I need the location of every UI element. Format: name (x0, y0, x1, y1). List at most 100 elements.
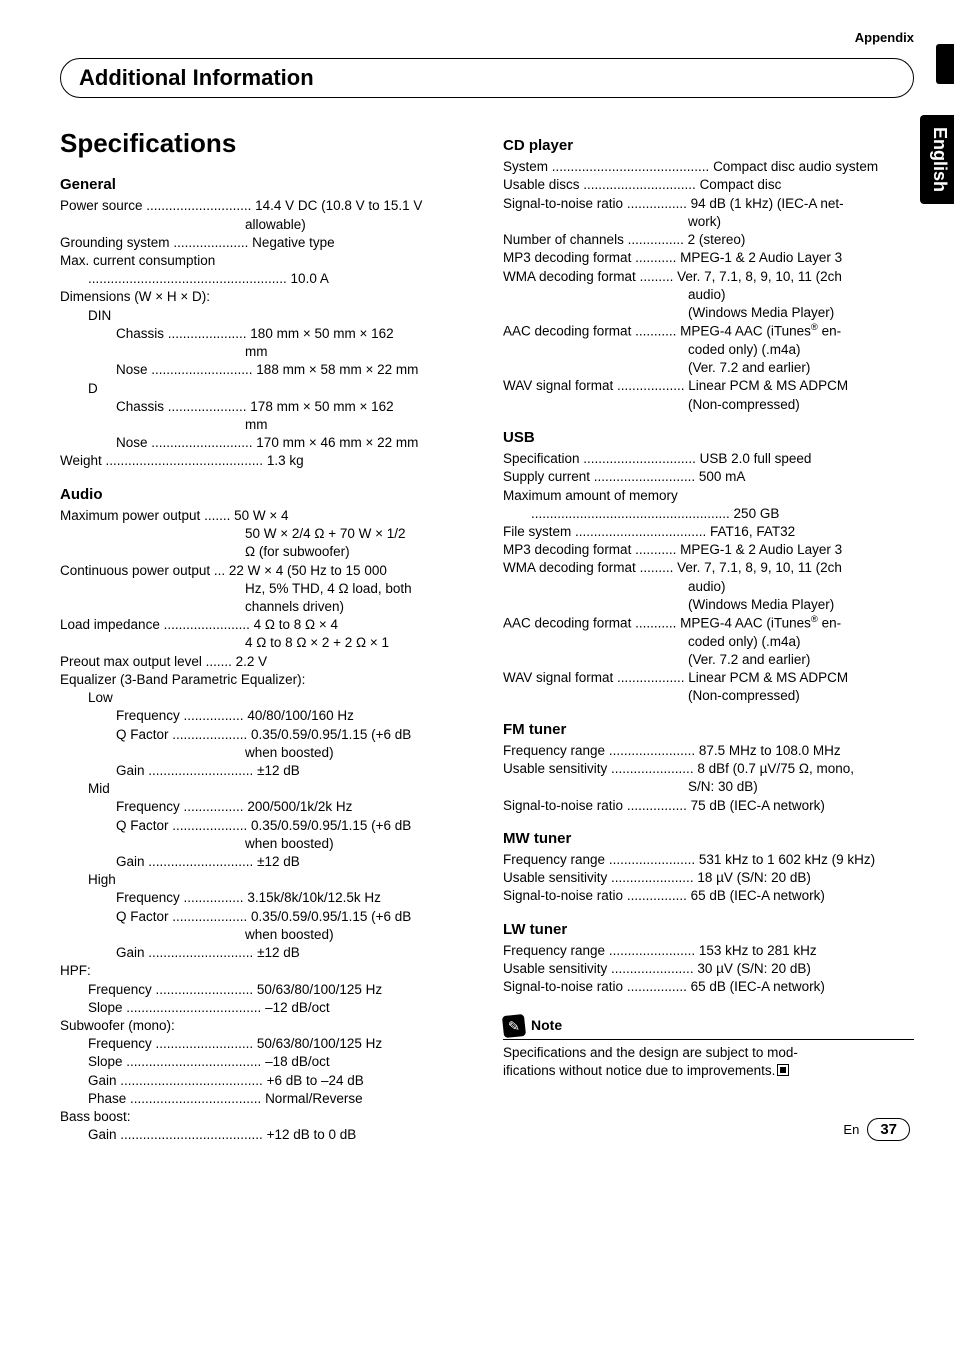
spec-row: Frequency ................ 200/500/1k/2k… (60, 798, 471, 816)
spec-row: Frequency ................ 40/80/100/160… (60, 707, 471, 725)
spec-cont: 50 W × 2/4 Ω + 70 W × 1/2 (60, 525, 471, 543)
spec-row: Subwoofer (mono): (60, 1017, 471, 1035)
left-column: Specifications General Power source ....… (60, 126, 471, 1145)
spec-cont: (Ver. 7.2 and earlier) (503, 359, 914, 377)
spec-row: Preout max output level ....... 2.2 V (60, 653, 471, 671)
spec-row: HPF: (60, 962, 471, 980)
spec-cont: coded only) (.m4a) (503, 341, 914, 359)
language-tab: English (920, 115, 954, 204)
end-icon (777, 1064, 789, 1076)
lang-code: En (843, 1122, 859, 1137)
spec-cont: (Windows Media Player) (503, 596, 914, 614)
spec-row: Nose ........................... 188 mm … (60, 361, 471, 379)
section-audio: Audio (60, 485, 471, 505)
spec-row: Q Factor .................... 0.35/0.59/… (60, 908, 471, 926)
spec-cont: Ω (for subwoofer) (60, 543, 471, 561)
spec-row: Signal-to-noise ratio ................ 7… (503, 797, 914, 815)
spec-row: Gain ............................ ±12 dB (60, 944, 471, 962)
spec-row: MP3 decoding format ........... MPEG-1 &… (503, 249, 914, 267)
spec-cont: 4 Ω to 8 Ω × 2 + 2 Ω × 1 (60, 634, 471, 652)
page-number: 37 (867, 1118, 910, 1141)
spec-row: Frequency .......................... 50/… (60, 1035, 471, 1053)
spec-row: MP3 decoding format ........... MPEG-1 &… (503, 541, 914, 559)
page-footer: En 37 (843, 1118, 910, 1141)
spec-row: Gain ...................................… (60, 1072, 471, 1090)
spec-row: Continuous power output ... 22 W × 4 (50… (60, 562, 471, 580)
spec-row: Signal-to-noise ratio ................ 9… (503, 195, 914, 213)
page-title: Specifications (60, 126, 471, 161)
spec-row: Usable sensitivity .....................… (503, 760, 914, 778)
spec-row: Supply current .........................… (503, 468, 914, 486)
spec-row: Maximum amount of memory (503, 487, 914, 505)
spec-row: Number of channels ............... 2 (st… (503, 231, 914, 249)
section-mw: MW tuner (503, 829, 914, 849)
section-cd: CD player (503, 136, 914, 156)
spec-cont: mm (60, 343, 471, 361)
spec-cont: channels driven) (60, 598, 471, 616)
spec-row: Usable discs ...........................… (503, 176, 914, 194)
note-heading: Note (531, 1016, 562, 1035)
spec-row: Slope ..................................… (60, 1053, 471, 1071)
pencil-icon: ✎ (502, 1013, 526, 1037)
spec-cont: (Ver. 7.2 and earlier) (503, 651, 914, 669)
spec-row: Phase ..................................… (60, 1090, 471, 1108)
spec-row: WAV signal format .................. Lin… (503, 669, 914, 687)
spec-sub: High (60, 871, 471, 889)
spec-cont: coded only) (.m4a) (503, 633, 914, 651)
spec-row: Load impedance ....................... 4… (60, 616, 471, 634)
spec-sub: DIN (60, 307, 471, 325)
spec-sub: Low (60, 689, 471, 707)
note-box: ✎ Note Specifications and the design are… (503, 1015, 914, 1080)
spec-cont: when boosted) (60, 926, 471, 944)
spec-cont: (Windows Media Player) (503, 304, 914, 322)
spec-row: Dimensions (W × H × D): (60, 288, 471, 306)
header-title: Additional Information (79, 65, 895, 91)
spec-cont: when boosted) (60, 835, 471, 853)
spec-row: Gain ...................................… (60, 1126, 471, 1144)
spec-row: Chassis ..................... 178 mm × 5… (60, 398, 471, 416)
spec-cont: allowable) (60, 216, 471, 234)
spec-row: Gain ............................ ±12 dB (60, 762, 471, 780)
right-column: CD player System .......................… (503, 126, 914, 1145)
spec-row: Usable sensitivity .....................… (503, 869, 914, 887)
corner-tab (936, 44, 954, 84)
spec-row: Specification ..........................… (503, 450, 914, 468)
spec-row: Bass boost: (60, 1108, 471, 1126)
spec-row: Chassis ..................... 180 mm × 5… (60, 325, 471, 343)
spec-row: File system ............................… (503, 523, 914, 541)
spec-row: Maximum power output ....... 50 W × 4 (60, 507, 471, 525)
spec-row: Q Factor .................... 0.35/0.59/… (60, 726, 471, 744)
header-bar: Additional Information (60, 58, 914, 98)
spec-row: Signal-to-noise ratio ................ 6… (503, 978, 914, 996)
note-body: Specifications and the design are subjec… (503, 1044, 914, 1080)
spec-row: Equalizer (3-Band Parametric Equalizer): (60, 671, 471, 689)
section-general: General (60, 175, 471, 195)
spec-row: Power source ...........................… (60, 197, 471, 215)
spec-cont: mm (60, 416, 471, 434)
spec-row: Frequency range ....................... … (503, 742, 914, 760)
spec-cont: ........................................… (503, 505, 914, 523)
spec-row: WMA decoding format ......... Ver. 7, 7.… (503, 559, 914, 577)
section-usb: USB (503, 428, 914, 448)
spec-cont: work) (503, 213, 914, 231)
spec-cont: audio) (503, 286, 914, 304)
spec-row: Gain ............................ ±12 dB (60, 853, 471, 871)
spec-sub: D (60, 380, 471, 398)
spec-cont: (Non-compressed) (503, 687, 914, 705)
spec-row: System .................................… (503, 158, 914, 176)
spec-cont: Hz, 5% THD, 4 Ω load, both (60, 580, 471, 598)
spec-row: Signal-to-noise ratio ................ 6… (503, 887, 914, 905)
spec-row: Usable sensitivity .....................… (503, 960, 914, 978)
spec-row: Q Factor .................... 0.35/0.59/… (60, 817, 471, 835)
appendix-label: Appendix (855, 30, 914, 45)
spec-row: Frequency ................ 3.15k/8k/10k/… (60, 889, 471, 907)
spec-cont: (Non-compressed) (503, 396, 914, 414)
spec-row: Frequency range ....................... … (503, 942, 914, 960)
spec-row: Max. current consumption (60, 252, 471, 270)
spec-cont: ........................................… (60, 270, 471, 288)
spec-row: Nose ........................... 170 mm … (60, 434, 471, 452)
spec-row: Weight .................................… (60, 452, 471, 470)
spec-cont: audio) (503, 578, 914, 596)
spec-row: Grounding system .................... Ne… (60, 234, 471, 252)
spec-row: Slope ..................................… (60, 999, 471, 1017)
